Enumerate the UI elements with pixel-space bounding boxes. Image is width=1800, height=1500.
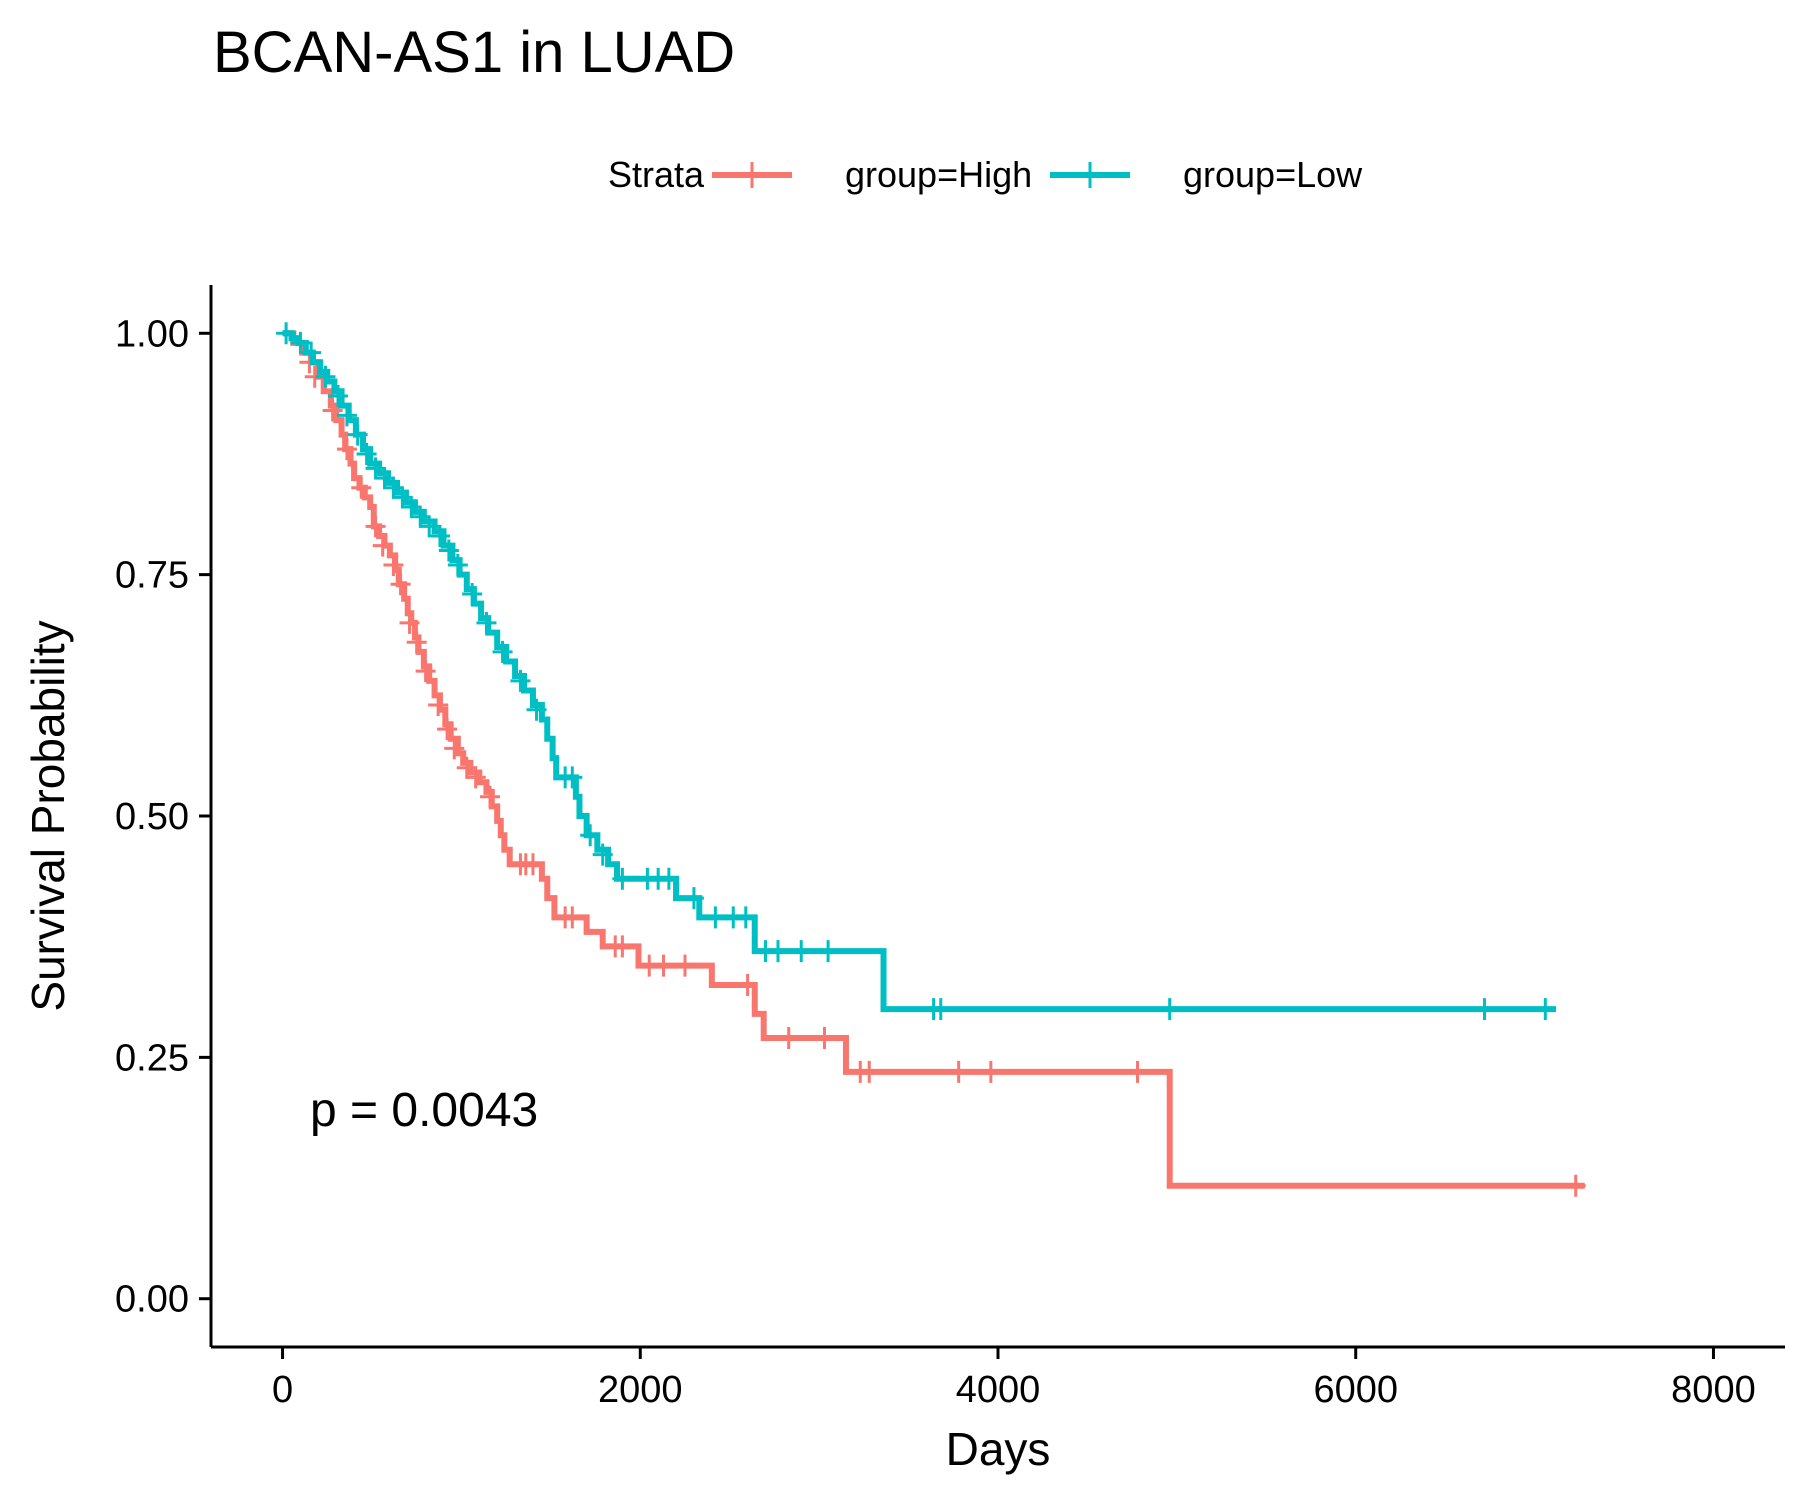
censor-mark-low — [818, 940, 839, 963]
survival-curve-low — [282, 330, 1557, 1013]
censor-mark-high — [406, 631, 427, 654]
censor-mark-low — [347, 423, 368, 446]
legend-swatch-censor — [741, 162, 763, 188]
censor-mark-low — [392, 486, 413, 509]
p-value-annotation: p = 0.0043 — [310, 1084, 538, 1137]
censor-mark-high — [372, 534, 393, 557]
censor-mark-high — [980, 1060, 1001, 1083]
legend-title: Strata — [608, 154, 705, 195]
censor-mark-low — [336, 404, 357, 427]
censor-mark-low — [356, 442, 377, 465]
censor-mark-high — [456, 756, 477, 779]
censor-mark-low — [683, 887, 704, 910]
censor-mark-low — [374, 467, 395, 490]
censor-mark-low — [580, 824, 601, 847]
censor-mark-high — [674, 954, 695, 977]
legend-key-high — [712, 162, 792, 188]
censor-mark-high — [383, 553, 404, 576]
legend-label-low: group=Low — [1183, 154, 1363, 195]
censor-mark-low — [705, 906, 726, 929]
censor-mark-high — [737, 973, 758, 996]
censor-mark-high — [336, 438, 357, 461]
censor-mark-high — [480, 785, 501, 808]
censor-mark-low — [592, 843, 613, 866]
x-tick-label: 8000 — [1671, 1369, 1756, 1411]
censor-mark-low — [767, 940, 788, 963]
x-axis-label: Days — [946, 1423, 1051, 1475]
censor-mark-low — [735, 906, 756, 929]
censor-mark-high — [562, 906, 583, 929]
censor-mark-low — [438, 539, 459, 562]
x-ticks: 0 2000 4000 6000 8000 — [272, 1347, 1756, 1411]
censor-mark-low — [1474, 998, 1495, 1021]
censor-mark-low — [290, 331, 311, 354]
censor-mark-high — [365, 515, 386, 538]
censor-mark-high — [351, 476, 372, 499]
censor-mark-low — [410, 505, 431, 528]
censor-mark-low — [401, 496, 422, 519]
x-tick-label: 2000 — [598, 1369, 683, 1411]
censor-mark-high — [415, 660, 436, 683]
y-axis-label: Survival Probability — [22, 620, 74, 1011]
censor-mark-high — [612, 935, 633, 958]
legend-swatch-censor — [1079, 162, 1101, 188]
x-tick-label: 0 — [272, 1369, 293, 1411]
survival-curve-high — [282, 330, 1585, 1189]
x-tick-label: 6000 — [1313, 1369, 1398, 1411]
y-tick-label: 0.00 — [115, 1279, 189, 1321]
series-high — [282, 330, 1586, 1197]
censor-mark-high — [465, 766, 486, 789]
censor-mark-low — [276, 322, 297, 345]
y-tick-label: 0.75 — [115, 555, 189, 597]
censor-mark-low — [510, 669, 531, 692]
censor-mark-high — [437, 718, 458, 741]
y-ticks: 0.00 0.25 0.50 0.75 1.00 — [115, 313, 211, 1321]
legend-label-high: group=High — [845, 154, 1032, 195]
censor-mark-low — [315, 365, 336, 388]
censor-mark-low — [447, 553, 468, 576]
censor-mark-low — [301, 341, 322, 364]
y-tick-label: 0.25 — [115, 1037, 189, 1079]
series-low — [276, 322, 1557, 1021]
censor-mark-high — [1127, 1060, 1148, 1083]
chart-title: BCAN-AS1 in LUAD — [213, 20, 735, 85]
censor-mark-low — [526, 698, 547, 721]
censor-mark-low — [462, 582, 483, 605]
censor-mark-high — [859, 1060, 880, 1083]
censor-mark-low — [1535, 998, 1556, 1021]
y-tick-label: 1.00 — [115, 313, 189, 355]
censor-mark-low — [383, 476, 404, 499]
censor-mark-low — [562, 766, 583, 789]
censor-mark-high — [444, 737, 465, 760]
censor-mark-high — [399, 611, 420, 634]
censor-mark-high — [653, 954, 674, 977]
legend: Strata group=High group=Low — [608, 154, 1363, 195]
censor-mark-low — [612, 867, 633, 890]
censor-mark-low — [930, 998, 951, 1021]
censor-mark-low — [658, 867, 679, 890]
censor-mark-high — [390, 573, 411, 596]
censor-mark-high — [322, 399, 343, 422]
censor-mark-low — [429, 525, 450, 548]
legend-key-low — [1050, 162, 1130, 188]
censor-mark-low — [492, 640, 513, 663]
x-tick-label: 4000 — [956, 1369, 1041, 1411]
censor-mark-high — [428, 693, 449, 716]
censor-mark-high — [948, 1060, 969, 1083]
censor-mark-low — [791, 940, 812, 963]
censor-mark-low — [327, 385, 348, 408]
censor-mark-low — [1159, 998, 1180, 1021]
y-tick-label: 0.50 — [115, 796, 189, 838]
censor-mark-low — [419, 515, 440, 538]
censor-mark-high — [814, 1027, 835, 1050]
censor-mark-high — [778, 1027, 799, 1050]
censor-mark-high — [522, 853, 543, 876]
censor-mark-high — [1565, 1174, 1586, 1197]
censor-mark-low — [365, 457, 386, 480]
series-layer — [276, 322, 1586, 1197]
axes: 0 2000 4000 6000 8000 0.00 0.25 0.50 0.75 1.00 — [115, 285, 1785, 1411]
censor-mark-low — [476, 611, 497, 634]
